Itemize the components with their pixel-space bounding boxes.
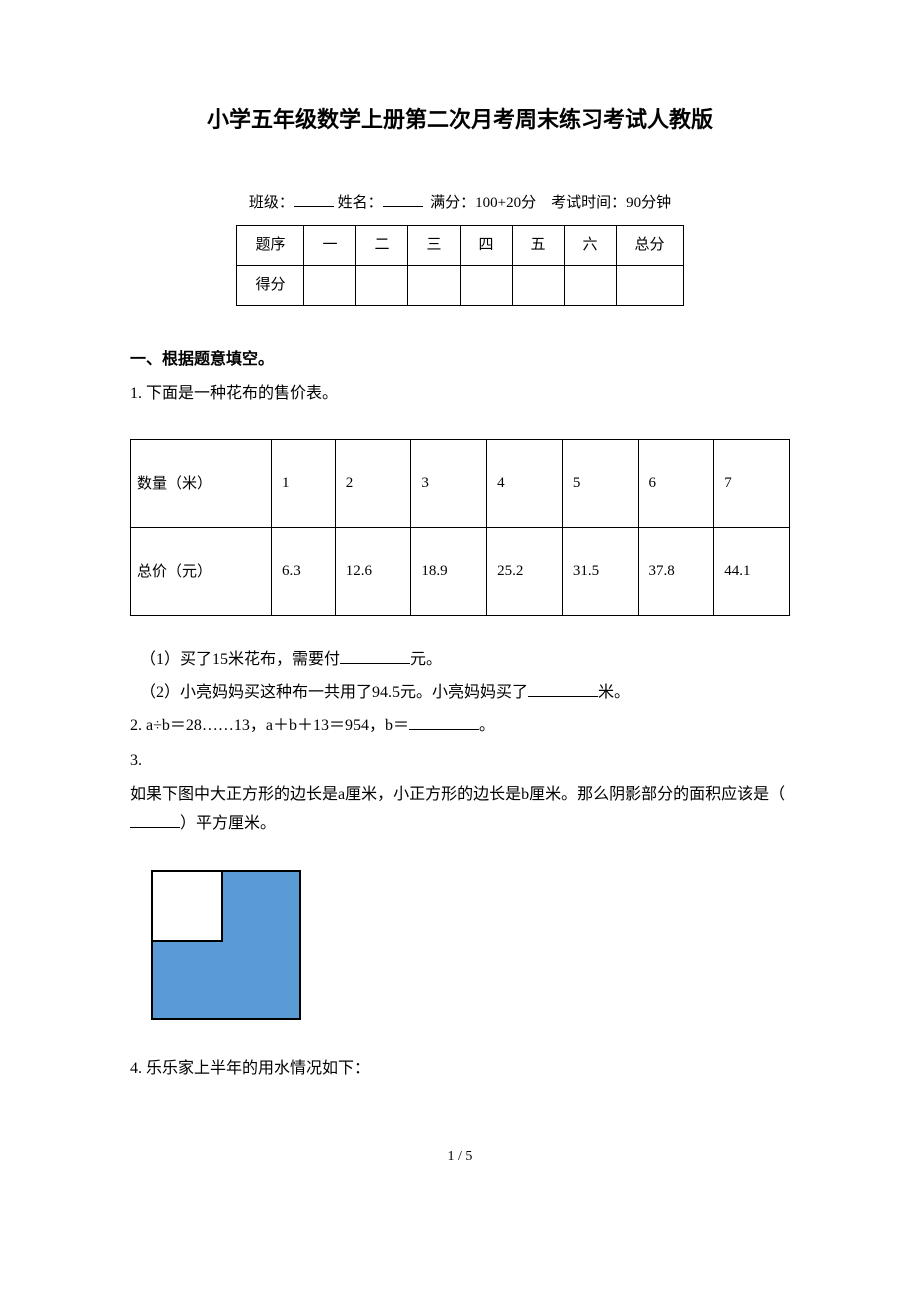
answer-blank[interactable] [409, 714, 479, 730]
question-4-stem: 4. 乐乐家上半年的用水情况如下： [130, 1055, 790, 1084]
document-title: 小学五年级数学上册第二次月考周末练习考试人教版 [130, 100, 790, 140]
question-3-figure [150, 869, 790, 1035]
score-row-label: 得分 [237, 265, 304, 305]
score-col: 二 [356, 225, 408, 265]
exam-info-line: 班级： 姓名： 满分：100+20分 考试时间：90分钟 [130, 190, 790, 217]
score-col: 六 [564, 225, 616, 265]
q1-sub2-suffix: 米。 [598, 684, 630, 701]
q3-prefix: 如果下图中大正方形的边长是a厘米，小正方形的边长是b厘米。那么阴影部分的面积应该… [130, 786, 785, 803]
question-1-stem: 1. 下面是一种花布的售价表。 [130, 380, 790, 409]
table-row: 总价（元） 6.3 12.6 18.9 25.2 31.5 37.8 44.1 [131, 528, 790, 616]
price-cell: 18.9 [411, 528, 487, 616]
small-square [152, 871, 222, 941]
score-cell[interactable] [460, 265, 512, 305]
price-cell: 7 [714, 440, 790, 528]
q1-sub1-suffix: 元。 [410, 651, 442, 668]
price-row-label: 总价（元） [131, 528, 272, 616]
question-2: 2. a÷b＝28……13，a＋b＋13＝954，b＝ 。 [130, 712, 790, 741]
score-col: 总分 [616, 225, 683, 265]
price-table: 数量（米） 1 2 3 4 5 6 7 总价（元） 6.3 12.6 18.9 … [130, 439, 790, 616]
score-cell[interactable] [356, 265, 408, 305]
score-row-label: 题序 [237, 225, 304, 265]
price-cell: 12.6 [335, 528, 411, 616]
table-row: 题序 一 二 三 四 五 六 总分 [237, 225, 683, 265]
score-table: 题序 一 二 三 四 五 六 总分 得分 [236, 225, 683, 306]
price-cell: 2 [335, 440, 411, 528]
price-row-label: 数量（米） [131, 440, 272, 528]
table-row: 得分 [237, 265, 683, 305]
score-cell[interactable] [304, 265, 356, 305]
price-cell: 4 [487, 440, 563, 528]
name-blank[interactable] [383, 192, 423, 207]
price-cell: 3 [411, 440, 487, 528]
class-blank[interactable] [294, 192, 334, 207]
price-cell: 44.1 [714, 528, 790, 616]
score-col: 三 [408, 225, 460, 265]
score-col: 一 [304, 225, 356, 265]
price-cell: 31.5 [562, 528, 638, 616]
q2-suffix: 。 [479, 717, 495, 734]
table-row: 数量（米） 1 2 3 4 5 6 7 [131, 440, 790, 528]
name-label: 姓名： [338, 195, 383, 211]
price-cell: 25.2 [487, 528, 563, 616]
score-cell[interactable] [616, 265, 683, 305]
price-cell: 37.8 [638, 528, 714, 616]
answer-blank[interactable] [340, 648, 410, 664]
score-cell[interactable] [512, 265, 564, 305]
price-cell: 6 [638, 440, 714, 528]
shaded-square-figure [150, 869, 305, 1024]
question-3-text: 如果下图中大正方形的边长是a厘米，小正方形的边长是b厘米。那么阴影部分的面积应该… [130, 781, 790, 839]
answer-blank[interactable] [528, 681, 598, 697]
score-cell[interactable] [564, 265, 616, 305]
q3-suffix: ）平方厘米。 [180, 815, 276, 832]
price-cell: 6.3 [272, 528, 336, 616]
q1-sub2-prefix: （2）小亮妈妈买这种布一共用了94.5元。小亮妈妈买了 [140, 684, 528, 701]
q1-sub1-prefix: （1）买了15米花布，需要付 [140, 651, 340, 668]
question-1-sub2: （2）小亮妈妈买这种布一共用了94.5元。小亮妈妈买了 米。 [140, 679, 790, 708]
full-marks: 满分：100+20分 [430, 195, 536, 211]
section-header: 一、根据题意填空。 [130, 346, 790, 375]
price-cell: 5 [562, 440, 638, 528]
price-cell: 1 [272, 440, 336, 528]
answer-blank[interactable] [130, 812, 180, 828]
page-number: 1 / 5 [130, 1144, 790, 1169]
score-cell[interactable] [408, 265, 460, 305]
q2-prefix: 2. a÷b＝28……13，a＋b＋13＝954，b＝ [130, 717, 409, 734]
exam-time: 考试时间：90分钟 [551, 195, 671, 211]
class-label: 班级： [249, 195, 294, 211]
question-3-label: 3. [130, 747, 790, 776]
score-col: 五 [512, 225, 564, 265]
question-1-sub1: （1）买了15米花布，需要付 元。 [140, 646, 790, 675]
score-col: 四 [460, 225, 512, 265]
